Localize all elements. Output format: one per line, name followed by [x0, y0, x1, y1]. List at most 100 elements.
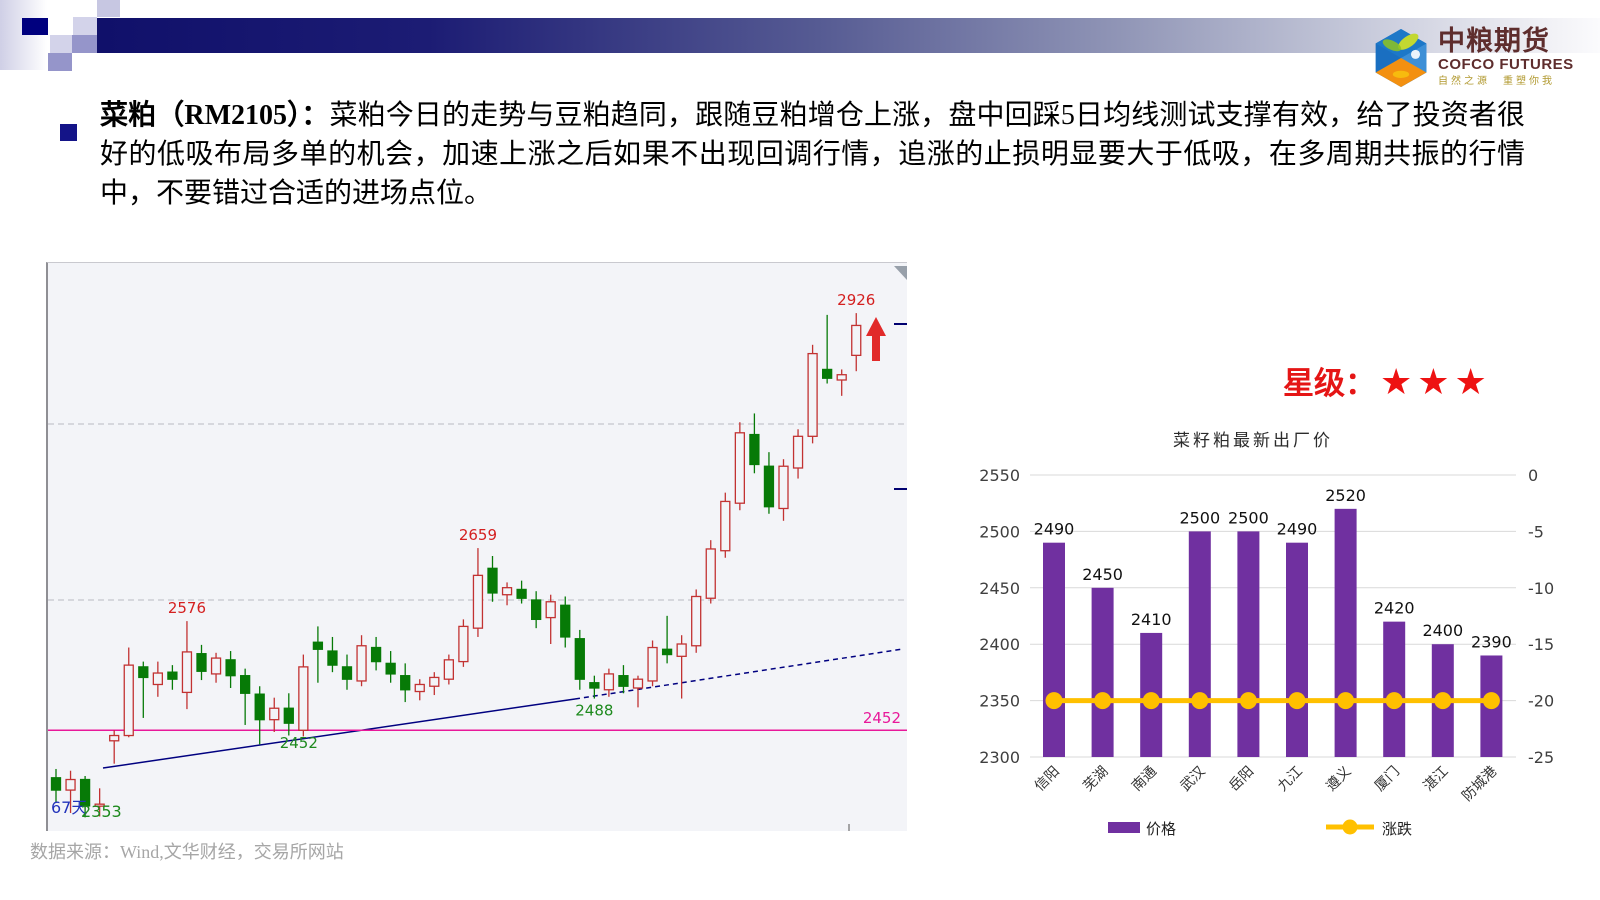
category-label: 岳阳: [1226, 764, 1257, 795]
change-marker: [1045, 692, 1063, 710]
gridlines: [48, 423, 907, 601]
candles: [50, 313, 862, 818]
svg-text:0: 0: [1528, 466, 1538, 485]
change-line: [1045, 692, 1500, 710]
up-arrow-icon: [866, 317, 886, 361]
cofco-logo: 中粮期货 COFCO FUTURES 自然之源 重塑你我: [1372, 26, 1574, 90]
change-marker: [1434, 692, 1452, 710]
legend: 价格 涨跌: [1108, 819, 1412, 838]
deco-square: [97, 0, 120, 17]
price-annotations: 2926 2659 2576 2488 2452: [168, 291, 875, 752]
trendline: [102, 648, 904, 769]
value-axis-right: 0 -5 -10 -15 -20 -25: [1528, 466, 1554, 767]
commentary-body: 菜粕今日的走势与豆粕趋同，跟随豆粕增仓上涨，盘中回踩5日均线测试支撑有效，给了投…: [100, 100, 1525, 209]
candlestick-chart: 2926 2659 2576 2488 2452 2452 67天 2353: [46, 262, 907, 831]
support-line-label: 2452: [863, 709, 901, 727]
price-bar: [1188, 531, 1211, 757]
category-label: 防城港: [1459, 764, 1500, 805]
bar-count-label: 67天: [51, 798, 87, 817]
deco-square: [72, 35, 97, 53]
svg-text:2390: 2390: [1471, 632, 1512, 651]
svg-text:-5: -5: [1528, 522, 1544, 541]
svg-text:2452: 2452: [280, 734, 318, 752]
category-label: 信阳: [1032, 764, 1063, 795]
corner-handle-icon: [894, 266, 907, 280]
deco-square: [48, 53, 72, 71]
low-price-label: 2353: [81, 802, 122, 821]
value-axis-left: 2550 2500 2450 2400 2350 2300: [979, 466, 1020, 767]
category-label: 武汉: [1178, 764, 1209, 795]
category-label: 湛江: [1421, 764, 1452, 795]
header-gradient-band: [0, 0, 47, 70]
category-axis: 信阳 芜湖 南通 武汉 岳阳 九江 遵义 厦门 湛江 防城港: [1032, 763, 1501, 805]
svg-text:2400: 2400: [1422, 621, 1463, 640]
svg-text:2488: 2488: [575, 702, 613, 720]
change-marker: [1337, 692, 1355, 710]
change-marker: [1239, 692, 1257, 710]
category-label: 厦门: [1372, 764, 1403, 795]
svg-text:2450: 2450: [1082, 565, 1123, 584]
svg-text:2490: 2490: [1277, 520, 1318, 539]
svg-text:2659: 2659: [459, 526, 497, 544]
data-source: 数据来源：Wind,文华财经，交易所网站: [30, 842, 344, 862]
price-bar: [1334, 508, 1357, 757]
svg-text:2926: 2926: [837, 291, 875, 309]
price-bar: [1043, 542, 1065, 757]
category-label: 芜湖: [1080, 763, 1112, 795]
svg-text:2300: 2300: [979, 748, 1020, 767]
category-label: 南通: [1129, 764, 1160, 795]
header-bar: [97, 18, 1600, 53]
bar-chart-title: 菜籽粕最新出厂价: [1173, 431, 1333, 450]
deco-square: [73, 17, 97, 35]
svg-text:2420: 2420: [1374, 599, 1415, 618]
logo-name-cn: 中粮期货: [1438, 26, 1550, 56]
svg-text:-25: -25: [1528, 748, 1554, 767]
deco-square: [50, 35, 72, 53]
logo-name-en: COFCO FUTURES: [1438, 56, 1574, 73]
svg-text:2550: 2550: [979, 466, 1020, 485]
svg-text:2520: 2520: [1325, 486, 1366, 505]
svg-text:2410: 2410: [1131, 610, 1172, 629]
svg-text:2576: 2576: [168, 599, 206, 617]
svg-text:2350: 2350: [979, 692, 1020, 711]
svg-text:2500: 2500: [1228, 508, 1269, 527]
change-marker: [1385, 692, 1403, 710]
change-marker: [1191, 692, 1209, 710]
star-rating: 星级： ★★★: [1283, 358, 1492, 403]
svg-text:2500: 2500: [979, 522, 1020, 541]
svg-text:-10: -10: [1528, 579, 1554, 598]
change-marker: [1288, 692, 1306, 710]
logo-text: 中粮期货 COFCO FUTURES 自然之源 重塑你我: [1438, 26, 1574, 89]
logo-tagline: 自然之源 重塑你我: [1438, 76, 1555, 87]
change-marker: [1482, 692, 1500, 710]
change-marker: [1094, 692, 1112, 710]
deco-square-navy: [22, 18, 48, 35]
price-bar-chart: 菜籽粕最新出厂价 2550 2500 2450 2400 2350 2300 0 -5 -10 -1…: [940, 420, 1560, 890]
price-bar: [1091, 587, 1114, 757]
commentary-text: 菜粕（RM2105）：菜粕今日的走势与豆粕趋同，跟随豆粕增仓上涨，盘中回踩5日均…: [100, 96, 1525, 213]
legend-price-label: 价格: [1146, 821, 1176, 838]
svg-text:2450: 2450: [979, 579, 1020, 598]
commentary-lead: 菜粕（RM2105）：: [100, 100, 330, 131]
star-rating-label: 星级：: [1283, 366, 1376, 401]
price-bar: [1237, 531, 1260, 757]
data-labels: 2490 2450 2410 2500 2500 2490 2520 2420 2400 2390: [1034, 486, 1512, 652]
bullet-icon: [60, 124, 77, 141]
change-marker: [1142, 692, 1160, 710]
svg-text:2500: 2500: [1179, 508, 1220, 527]
price-bar: [1286, 542, 1308, 757]
svg-text:-20: -20: [1528, 692, 1554, 711]
star-rating-stars: ★★★: [1380, 361, 1492, 402]
price-bar: [1383, 621, 1406, 757]
cofco-logo-cube-icon: [1375, 29, 1427, 87]
svg-text:2490: 2490: [1034, 520, 1075, 539]
category-label: 九江: [1275, 764, 1306, 795]
svg-text:-15: -15: [1528, 635, 1554, 654]
legend-change-marker: [1342, 819, 1358, 835]
legend-change-label: 涨跌: [1382, 821, 1412, 838]
legend-price-swatch: [1108, 822, 1140, 833]
category-label: 遵义: [1323, 763, 1355, 795]
price-bar-chart-svg: 菜籽粕最新出厂价 2550 2500 2450 2400 2350 2300 0 -5 -10 -1…: [979, 431, 1554, 838]
